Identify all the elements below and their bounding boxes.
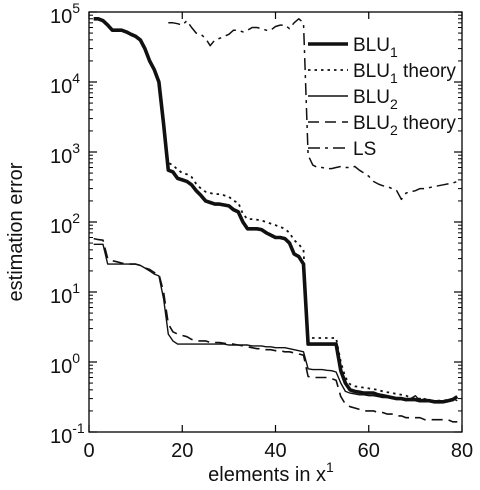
y-tick-label-1: 100 bbox=[50, 350, 80, 378]
x-tick-label-2: 40 bbox=[264, 440, 286, 462]
y-tick-label-0: 10-1 bbox=[50, 420, 85, 448]
x-tick-label-4: 80 bbox=[451, 440, 473, 462]
x-axis-label-text: elements in x bbox=[208, 464, 326, 486]
x-axis-label-sup: 1 bbox=[326, 459, 334, 475]
y-tick-label-4: 103 bbox=[50, 140, 80, 168]
legend-label-1: BLU1 theory bbox=[353, 61, 456, 86]
series-line-3 bbox=[93, 237, 458, 423]
series-line-4 bbox=[168, 18, 458, 201]
x-tick-label-0: 0 bbox=[83, 440, 94, 462]
series-line-1 bbox=[93, 17, 458, 402]
series-layer bbox=[93, 17, 459, 423]
legend-label-2: BLU2 bbox=[353, 87, 398, 112]
plot-area bbox=[89, 12, 462, 432]
legend-label-3: BLU2 theory bbox=[353, 113, 456, 138]
y-tick-label-6: 105 bbox=[50, 0, 80, 28]
x-axis-label: elements in x1 bbox=[208, 459, 334, 486]
y-tick-label-2: 101 bbox=[50, 280, 80, 308]
plot-background bbox=[89, 12, 462, 432]
axes-layer: 0 20 40 60 80 10-1 100 101 102 103 104 105 bbox=[50, 0, 473, 462]
y-axis-label: estimation error bbox=[5, 162, 27, 301]
x-tick-label-1: 20 bbox=[171, 440, 193, 462]
y-tick-label-5: 104 bbox=[50, 70, 80, 98]
legend-label-0: BLU1 bbox=[353, 35, 398, 60]
series-line-2 bbox=[93, 243, 458, 404]
x-tick-label-3: 60 bbox=[358, 440, 380, 462]
legend-label-4: LS bbox=[353, 139, 376, 160]
y-tick-label-3: 102 bbox=[50, 210, 80, 238]
